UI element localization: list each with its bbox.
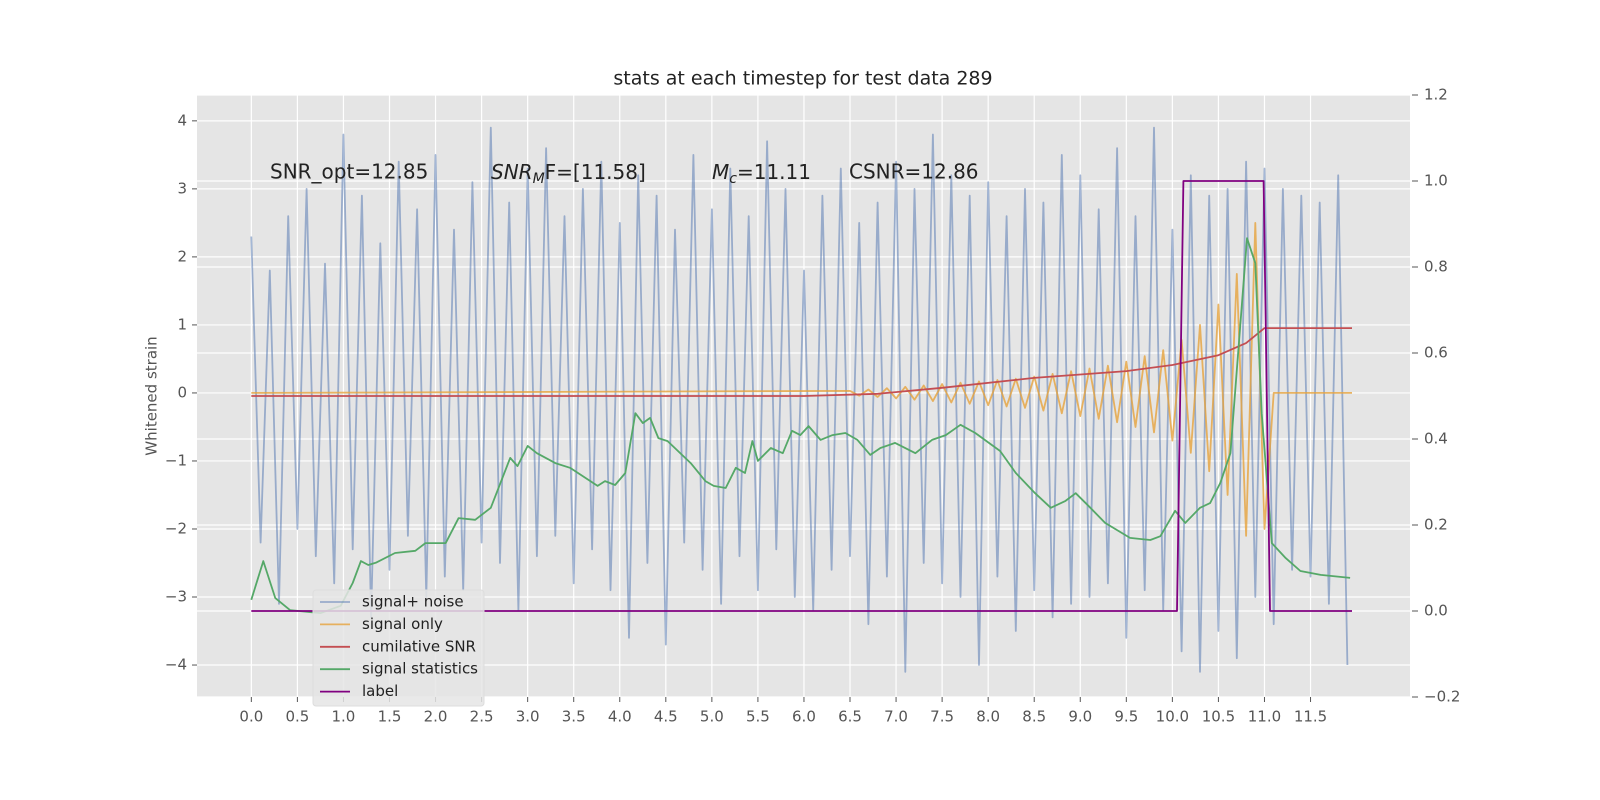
y-tick-label: 1 <box>177 315 187 333</box>
chart-title: stats at each timestep for test data 289 <box>613 68 992 90</box>
x-tick-label: 9.0 <box>1068 708 1092 726</box>
y2-tick-label: 0.4 <box>1424 430 1448 448</box>
annotation: SNRMF=[11.58] <box>491 160 646 188</box>
x-tick-label: 0.5 <box>285 708 309 726</box>
x-tick-label: 1.5 <box>378 708 402 726</box>
y-tick-label: 0 <box>177 383 187 401</box>
annotation-base: SNR <box>491 160 533 184</box>
legend-label: signal statistics <box>362 660 478 678</box>
legend-label: cumilative SNR <box>362 637 476 655</box>
y2-tick-label: 0.2 <box>1424 516 1448 534</box>
legend-label: signal only <box>362 615 443 633</box>
annotation: SNR_opt=12.85 <box>270 160 428 184</box>
annotation-rest: =11.11 <box>737 160 811 184</box>
y-tick-label: −4 <box>165 656 187 674</box>
series-line <box>251 327 1352 397</box>
annotation-sub: c <box>729 171 737 187</box>
axes: 0.0 0.5 1.0 1.5 2.0 2.5 3.0 3.5 4.0 4.5 5.0 5.5 6.0 6… <box>165 86 1461 726</box>
y2-tick-label: 0.6 <box>1424 344 1448 362</box>
y2-tick-label: −0.2 <box>1424 688 1460 706</box>
marks <box>250 126 1352 673</box>
series-line <box>251 221 1352 537</box>
series-line <box>250 237 1351 614</box>
legend: signal+ noise signal only cumilative SNR si… <box>312 589 485 707</box>
y-axis-label: Whitened strain <box>143 336 161 455</box>
y2-tick-label: 0.8 <box>1424 258 1448 276</box>
y-tick-label: 2 <box>177 247 187 265</box>
x-tick-label: 7.5 <box>930 708 954 726</box>
x-tick-label: 11.0 <box>1248 708 1281 726</box>
x-tick-label: 0.0 <box>239 708 263 726</box>
x-tick-label: 8.5 <box>1022 708 1046 726</box>
annotation: Mc=11.11 <box>712 160 811 188</box>
y-tick-label: 3 <box>177 179 187 197</box>
x-tick-label: 8.0 <box>976 708 1000 726</box>
y2-tick-label: 0.0 <box>1424 602 1448 620</box>
annotation-rest: F=[11.58] <box>545 160 646 184</box>
x-tick-label: 5.5 <box>746 708 770 726</box>
x-tick-label: 3.0 <box>516 708 540 726</box>
legend-label: label <box>362 682 398 700</box>
x-tick-label: 7.0 <box>884 708 908 726</box>
legend-box <box>312 589 485 707</box>
y-tick-label: −3 <box>165 588 187 606</box>
x-tick-label: 6.0 <box>792 708 816 726</box>
x-tick-label: 9.5 <box>1114 708 1138 726</box>
y-tick-label: 4 <box>177 111 187 129</box>
x-tick-label: 2.5 <box>470 708 494 726</box>
y-tick-label: −1 <box>165 451 187 469</box>
x-tick-label: 10.0 <box>1156 708 1189 726</box>
y2-tick-label: 1.0 <box>1424 172 1448 190</box>
annotation: CSNR=12.86 <box>849 160 979 184</box>
x-tick-label: 1.0 <box>332 708 356 726</box>
series-line <box>251 180 1352 612</box>
x-tick-label: 4.5 <box>654 708 678 726</box>
x-tick-label: 5.0 <box>700 708 724 726</box>
annotations: SNR_opt=12.85 SNRMF=[11.58] Mc=11.11 CSNR=1… <box>270 160 979 188</box>
legend-label: signal+ noise <box>362 593 464 611</box>
annotation-sub: M <box>533 171 545 187</box>
x-tick-label: 10.5 <box>1202 708 1235 726</box>
x-tick-label: 2.0 <box>424 708 448 726</box>
y2-tick-label: 1.2 <box>1424 86 1448 104</box>
annotation-base: M <box>712 160 729 184</box>
x-tick-label: 6.5 <box>838 708 862 726</box>
x-tick-label: 4.0 <box>608 708 632 726</box>
x-tick-label: 3.5 <box>562 708 586 726</box>
y-tick-label: −2 <box>165 519 187 537</box>
x-tick-label: 11.5 <box>1294 708 1327 726</box>
